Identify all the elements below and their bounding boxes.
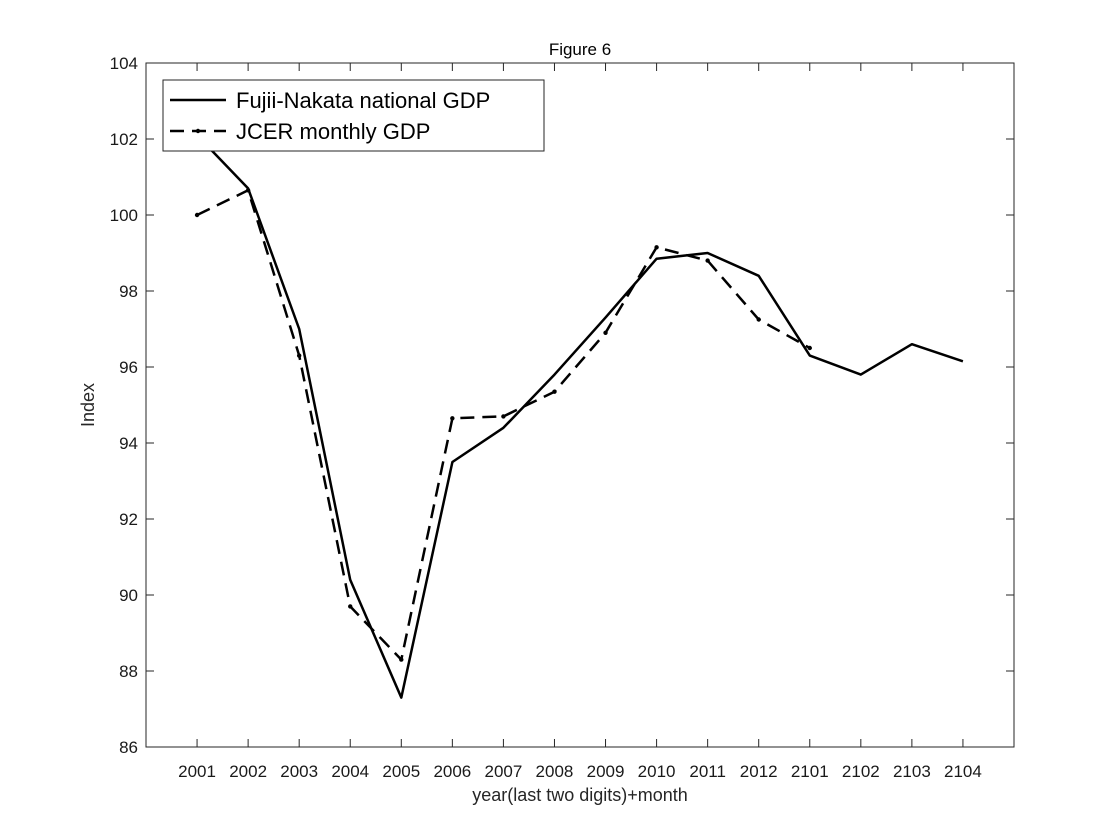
- x-tick-label: 2101: [791, 762, 829, 781]
- legend-label-2: JCER monthly GDP: [236, 119, 430, 144]
- y-axis-title: Index: [78, 383, 98, 427]
- series-2-point: [501, 414, 506, 419]
- x-axis: 2001 2002 2003 2004 2005 2006 2007 2008 2009 2010…: [178, 63, 982, 781]
- x-tick-label: 2001: [178, 762, 216, 781]
- y-tick-label: 102: [110, 130, 138, 149]
- y-axis: 86 88 90 92 94 96 98 100 102 104: [110, 54, 1014, 757]
- legend-box: [162, 79, 545, 152]
- x-tick-label: 2103: [893, 762, 931, 781]
- series-2-point: [705, 258, 710, 263]
- legend-marker-2: [195, 128, 201, 134]
- series-2-point: [399, 657, 404, 662]
- series-2-point: [296, 353, 302, 358]
- x-tick-label: 2102: [842, 762, 880, 781]
- x-tick-label: 2004: [331, 762, 369, 781]
- y-tick-label: 100: [110, 206, 138, 225]
- x-tick-label: 2008: [536, 762, 574, 781]
- x-tick-label: 2104: [944, 762, 982, 781]
- x-tick-label: 2002: [229, 762, 267, 781]
- x-axis-title: year(last two digits)+month: [472, 785, 688, 805]
- series-2-point: [756, 317, 761, 322]
- x-tick-label: 2010: [638, 762, 676, 781]
- x-tick-label: 2003: [280, 762, 318, 781]
- series-layer: [194, 134, 964, 699]
- series-2-point: [654, 245, 659, 250]
- series-2-point: [807, 345, 812, 351]
- x-tick-label: 2007: [484, 762, 522, 781]
- y-tick-label: 98: [119, 282, 138, 301]
- chart-title: Figure 6: [549, 40, 611, 59]
- series-2-point: [450, 416, 455, 421]
- y-tick-label: 92: [119, 510, 138, 529]
- plot-background: [146, 63, 1014, 747]
- y-tick-label: 104: [110, 54, 138, 73]
- x-tick-label: 2011: [689, 762, 726, 781]
- x-tick-label: 2005: [382, 762, 420, 781]
- series-2-point: [245, 188, 251, 193]
- series-line-1: [196, 134, 964, 699]
- plot-frame: [145, 62, 1015, 748]
- x-tick-label: 2012: [740, 762, 778, 781]
- legend-label-1: Fujii-Nakata national GDP: [236, 88, 490, 113]
- legend: Fujii-Nakata national GDP JCER monthly GD…: [162, 79, 545, 152]
- y-tick-label: 94: [119, 434, 138, 453]
- y-tick-label: 96: [119, 358, 138, 377]
- series-2-point: [603, 330, 608, 335]
- x-tick-label: 2006: [433, 762, 471, 781]
- series-2-point: [552, 389, 557, 394]
- y-tick-label: 86: [119, 738, 138, 757]
- series-2-point: [348, 604, 353, 609]
- x-tick-label: 2009: [587, 762, 625, 781]
- y-tick-label: 88: [119, 662, 138, 681]
- series-2-point: [194, 212, 200, 218]
- y-tick-label: 90: [119, 586, 138, 605]
